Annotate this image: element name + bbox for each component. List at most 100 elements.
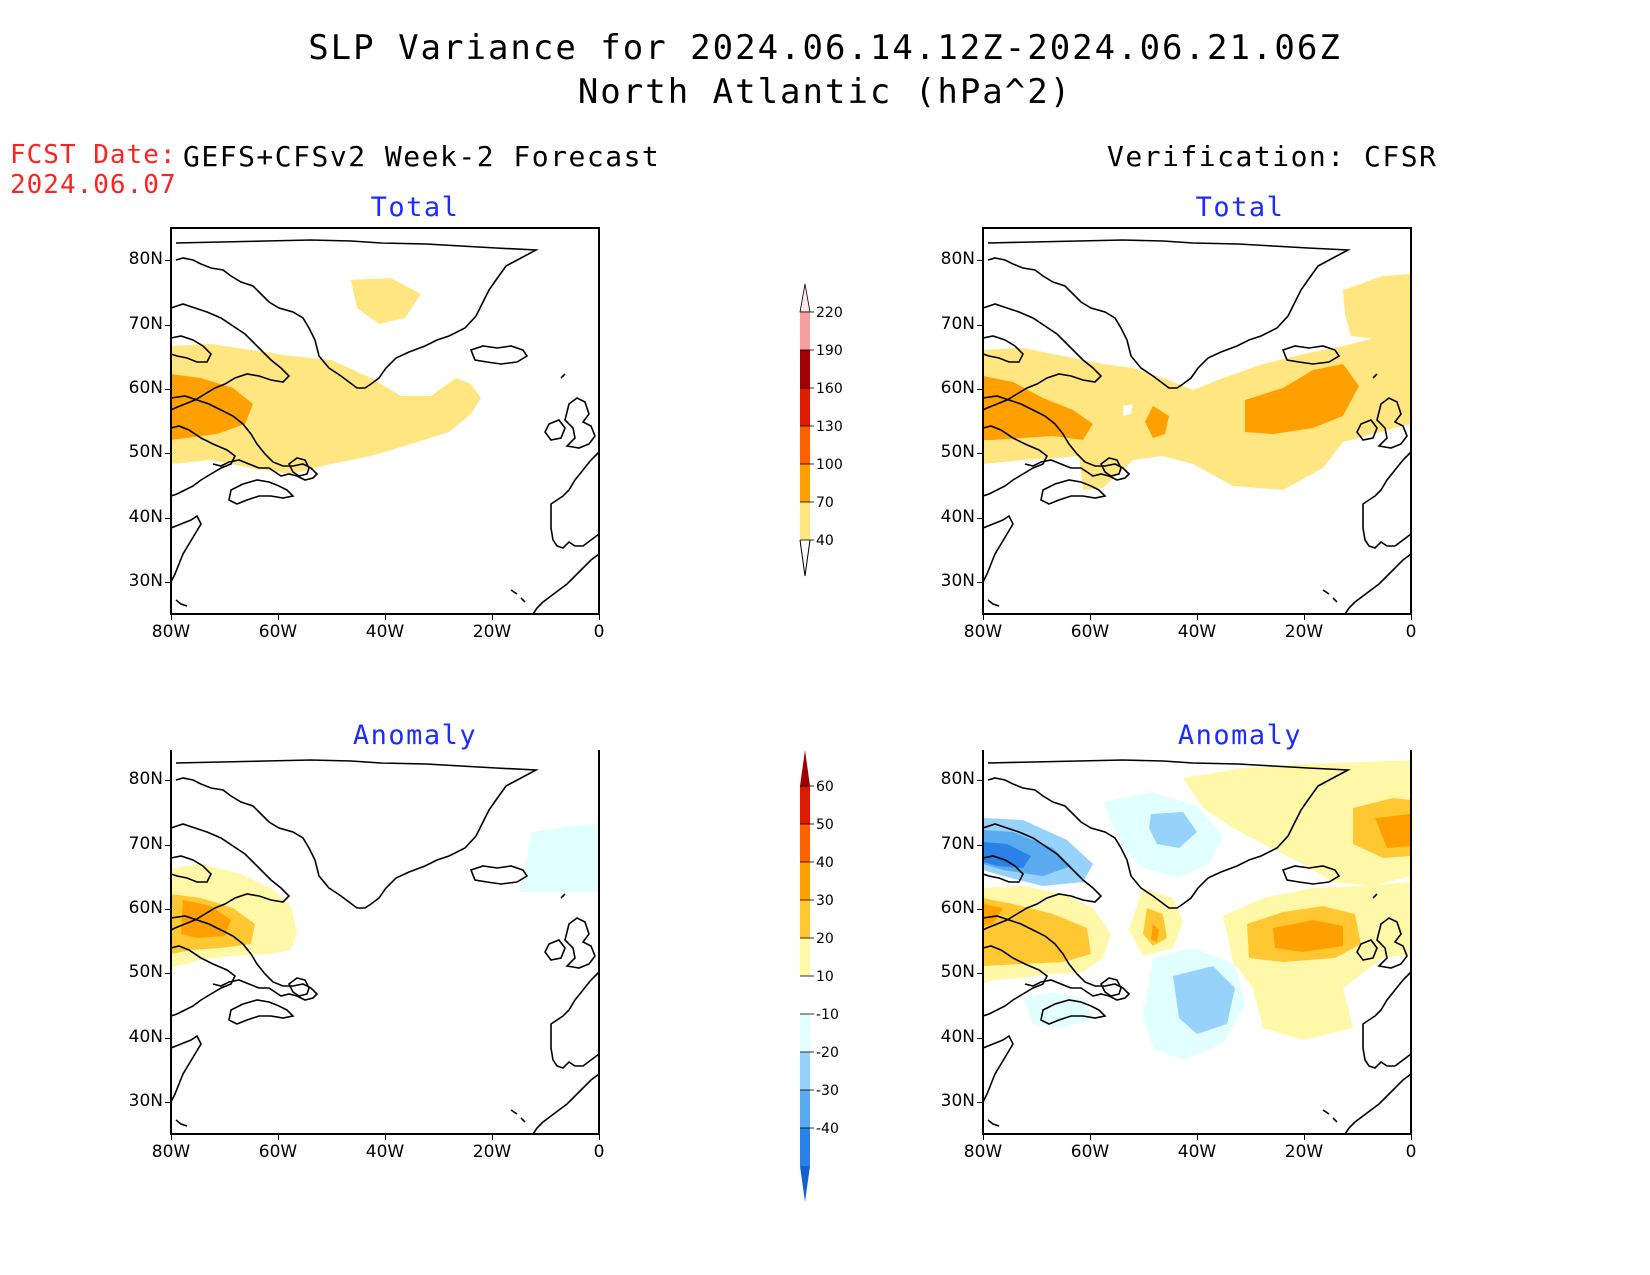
colorbar-label: 40 [816, 533, 834, 549]
verif-contour-70b [1145, 406, 1169, 438]
lat-tick [165, 581, 171, 583]
shading-verification-total [983, 274, 1411, 490]
lat-tick [977, 1037, 983, 1039]
lon-tick [1090, 614, 1091, 620]
colorbar-box [800, 824, 810, 862]
lat-tick [165, 324, 171, 326]
colorbar-label: 160 [816, 381, 843, 397]
lon-tick [171, 614, 172, 620]
lat-label: 30N [128, 570, 163, 591]
contour-40b [351, 278, 421, 324]
colorbar-label: 40 [816, 855, 834, 871]
verif-contour-70c [1245, 364, 1359, 434]
lat-tick [977, 260, 983, 262]
colorbar-label: -40 [816, 1121, 839, 1137]
colorbar-label: 130 [816, 419, 843, 435]
lat-tick [165, 908, 171, 910]
lat-tick [977, 324, 983, 326]
colorbar-label: 10 [816, 969, 834, 985]
lat-label: 40N [940, 1026, 975, 1047]
va-neg-north-20 [1149, 812, 1197, 848]
lat-label: 50N [128, 442, 163, 463]
colorbar-box [800, 786, 810, 824]
va-pos-east [1223, 882, 1411, 1040]
lat-tick [165, 453, 171, 455]
lat-label: 70N [128, 313, 163, 334]
lat-label: 40N [940, 506, 975, 527]
colorbar-box [800, 426, 810, 464]
lon-tick [278, 614, 279, 620]
lon-label: 80W [963, 1142, 1003, 1162]
contour-70 [171, 374, 253, 440]
lon-label: 40W [1177, 1142, 1217, 1162]
lon-label: 0 [1405, 622, 1417, 642]
verif-hole [1123, 404, 1133, 416]
colorbar-label: 20 [816, 931, 834, 947]
lat-label: 50N [128, 962, 163, 983]
fcst-date-label: FCST Date: [10, 140, 177, 170]
lon-label: 60W [1070, 1142, 1110, 1162]
va-pos-mid-30 [1151, 924, 1159, 942]
lat-label: 30N [128, 1090, 163, 1111]
lon-label: 0 [1405, 1142, 1417, 1162]
colorbar-bottom-wedge [799, 539, 811, 577]
lat-tick [165, 388, 171, 390]
lon-label: 20W [1284, 1142, 1324, 1162]
va-neg-south-20 [1173, 966, 1235, 1034]
lon-tick [983, 614, 984, 620]
main-subtitle: North Atlantic (hPa^2) [577, 72, 1073, 112]
lon-tick [599, 614, 600, 620]
lat-label: 70N [128, 833, 163, 854]
lon-tick [1197, 1134, 1198, 1140]
lon-tick [983, 1134, 984, 1140]
map-verification-anomaly [982, 750, 1412, 1135]
colorbar-label: 60 [816, 779, 834, 795]
lon-tick [385, 614, 386, 620]
fcst-date-value: 2024.06.07 [10, 170, 177, 200]
lat-tick [977, 388, 983, 390]
lat-label: 50N [940, 962, 975, 983]
lon-tick [599, 1134, 600, 1140]
fcst-date: FCST Date: 2024.06.07 [10, 140, 177, 200]
lat-tick [977, 780, 983, 782]
lon-label: 20W [472, 1142, 512, 1162]
lon-tick [1304, 614, 1305, 620]
lat-tick [165, 260, 171, 262]
lon-label: 80W [963, 622, 1003, 642]
colorbar-label: 50 [816, 817, 834, 833]
colorbar-label: -30 [816, 1083, 839, 1099]
lon-label: 0 [593, 1142, 605, 1162]
lon-tick [1304, 1134, 1305, 1140]
lat-tick [977, 1101, 983, 1103]
va-pos-east-30 [1273, 920, 1343, 952]
lon-label: 20W [1284, 622, 1324, 642]
main-title: SLP Variance for 2024.06.14.12Z-2024.06.… [308, 28, 1342, 68]
anom-contour-neg10 [519, 824, 599, 892]
lon-tick [492, 1134, 493, 1140]
colorbar-box [800, 502, 810, 540]
lon-label: 40W [365, 1142, 405, 1162]
colorbar-box [800, 900, 810, 938]
lat-label: 60N [940, 377, 975, 398]
lon-label: 80W [151, 622, 191, 642]
shading-verification-anomaly [983, 760, 1411, 1060]
lat-label: 80N [128, 769, 163, 790]
lat-label: 30N [940, 1090, 975, 1111]
colorbar-box [800, 1052, 810, 1090]
colorbar-box [800, 1014, 810, 1052]
lat-label: 40N [128, 506, 163, 527]
lon-tick [492, 614, 493, 620]
lat-tick [977, 517, 983, 519]
left-model-label: GEFS+CFSv2 Week-2 Forecast [183, 140, 661, 173]
colorbar-label: -20 [816, 1045, 839, 1061]
colorbar-box [800, 464, 810, 502]
shading-forecast-total [171, 278, 481, 474]
lon-label: 0 [593, 622, 605, 642]
colorbar-total: 40 70 100 130 160 190 220 [799, 283, 843, 577]
colorbar-label: 30 [816, 893, 834, 909]
lat-label: 80N [128, 249, 163, 270]
lon-tick [1411, 614, 1412, 620]
lat-label: 60N [128, 377, 163, 398]
lon-label: 20W [472, 622, 512, 642]
lon-tick [171, 1134, 172, 1140]
